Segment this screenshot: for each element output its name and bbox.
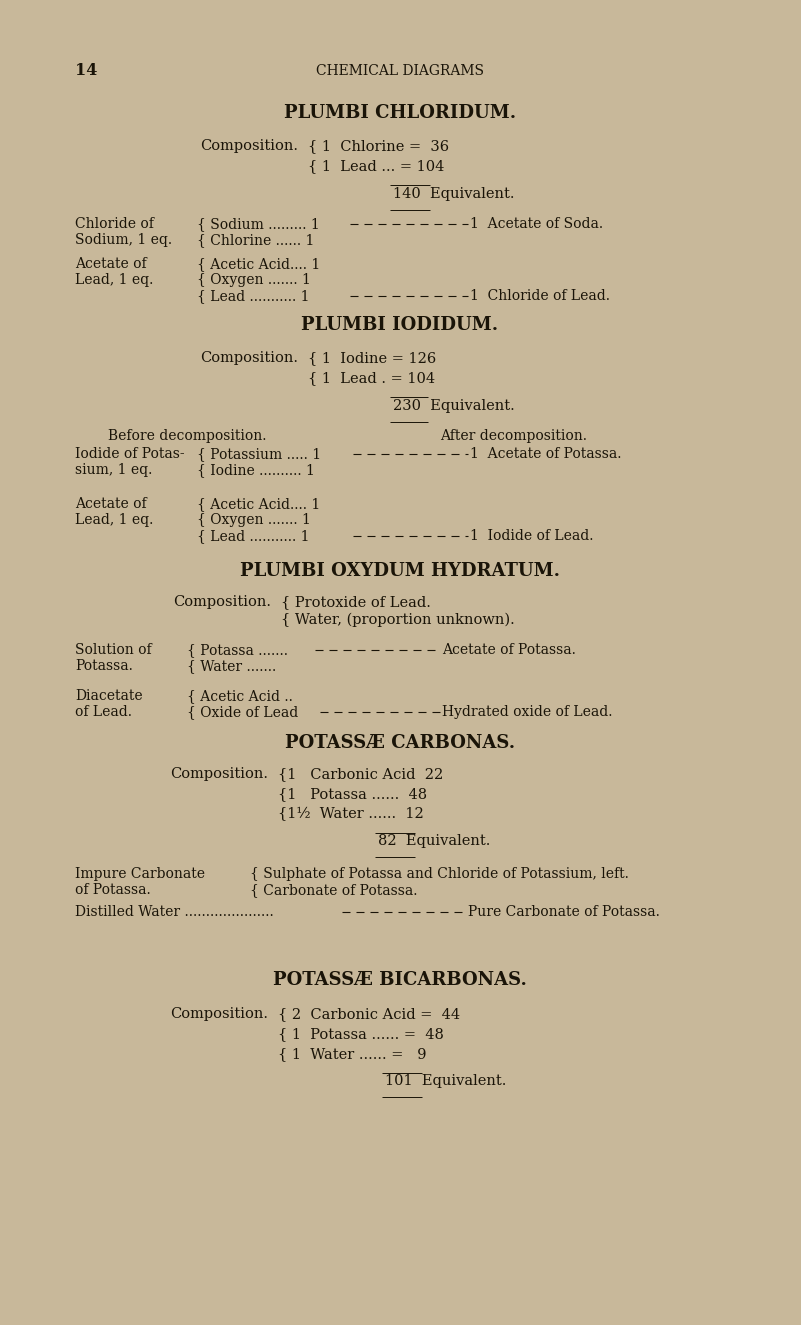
Text: {1   Potassa ......  48: {1 Potassa ...... 48	[278, 787, 427, 802]
Text: { 1  Chlorine =  36: { 1 Chlorine = 36	[308, 139, 449, 152]
Text: { Water, (proportion unknown).: { Water, (proportion unknown).	[281, 612, 515, 627]
Text: Acetate of: Acetate of	[75, 257, 147, 272]
Text: Composition.: Composition.	[170, 1007, 268, 1022]
Text: 1  Iodide of Lead.: 1 Iodide of Lead.	[470, 529, 594, 543]
Text: POTASSÆ BICARBONAS.: POTASSÆ BICARBONAS.	[273, 971, 527, 988]
Text: Potassa.: Potassa.	[75, 659, 133, 673]
Text: { 1  Lead ... = 104: { 1 Lead ... = 104	[308, 159, 445, 174]
Text: Composition.: Composition.	[170, 767, 268, 780]
Text: { Acetic Acid ..: { Acetic Acid ..	[187, 689, 293, 704]
Text: PLUMBI OXYDUM HYDRATUM.: PLUMBI OXYDUM HYDRATUM.	[240, 562, 560, 580]
Text: { Acetic Acid.... 1: { Acetic Acid.... 1	[197, 257, 320, 272]
Text: { Carbonate of Potassa.: { Carbonate of Potassa.	[250, 882, 417, 897]
Text: POTASSÆ CARBONAS.: POTASSÆ CARBONAS.	[285, 734, 515, 753]
Text: { 1  Potassa ...... =  48: { 1 Potassa ...... = 48	[278, 1027, 444, 1041]
Text: Iodide of Potas-: Iodide of Potas-	[75, 447, 184, 461]
Text: { Oxide of Lead: { Oxide of Lead	[187, 705, 298, 719]
Text: { 2  Carbonic Acid =  44: { 2 Carbonic Acid = 44	[278, 1007, 460, 1022]
Text: PLUMBI IODIDUM.: PLUMBI IODIDUM.	[301, 315, 498, 334]
Text: Chloride of: Chloride of	[75, 217, 154, 231]
Text: Composition.: Composition.	[200, 351, 298, 364]
Text: 82  Equivalent.: 82 Equivalent.	[378, 833, 490, 848]
Text: Acetate of: Acetate of	[75, 497, 147, 511]
Text: Lead, 1 eq.: Lead, 1 eq.	[75, 273, 153, 288]
Text: { Lead ........... 1: { Lead ........... 1	[197, 529, 309, 543]
Text: 14: 14	[75, 62, 98, 80]
Text: { 1  Water ...... =   9: { 1 Water ...... = 9	[278, 1047, 426, 1061]
Text: After decomposition.: After decomposition.	[440, 429, 587, 443]
Text: Sodium, 1 eq.: Sodium, 1 eq.	[75, 233, 172, 246]
Text: 1  Acetate of Soda.: 1 Acetate of Soda.	[470, 217, 603, 231]
Text: { Potassa .......: { Potassa .......	[187, 643, 288, 657]
Text: { Protoxide of Lead.: { Protoxide of Lead.	[281, 595, 431, 610]
Text: Composition.: Composition.	[173, 595, 271, 610]
Text: Solution of: Solution of	[75, 643, 151, 657]
Text: {1   Carbonic Acid  22: {1 Carbonic Acid 22	[278, 767, 443, 780]
Text: { Sodium ......... 1: { Sodium ......... 1	[197, 217, 320, 231]
Text: { Oxygen ....... 1: { Oxygen ....... 1	[197, 513, 311, 527]
Text: sium, 1 eq.: sium, 1 eq.	[75, 462, 152, 477]
Text: of Lead.: of Lead.	[75, 705, 132, 719]
Text: 1  Acetate of Potassa.: 1 Acetate of Potassa.	[470, 447, 622, 461]
Text: Before decomposition.: Before decomposition.	[108, 429, 267, 443]
Text: { Sulphate of Potassa and Chloride of Potassium, left.: { Sulphate of Potassa and Chloride of Po…	[250, 867, 629, 881]
Text: 230  Equivalent.: 230 Equivalent.	[393, 399, 515, 413]
Text: CHEMICAL DIAGRAMS: CHEMICAL DIAGRAMS	[316, 64, 484, 78]
Text: { 1  Iodine = 126: { 1 Iodine = 126	[308, 351, 437, 364]
Text: Diacetate: Diacetate	[75, 689, 143, 704]
Text: of Potassa.: of Potassa.	[75, 882, 151, 897]
Text: { Lead ........... 1: { Lead ........... 1	[197, 289, 309, 303]
Text: Lead, 1 eq.: Lead, 1 eq.	[75, 513, 153, 527]
Text: 1  Chloride of Lead.: 1 Chloride of Lead.	[470, 289, 610, 303]
Text: { 1  Lead . = 104: { 1 Lead . = 104	[308, 371, 435, 386]
Text: { Potassium ..... 1: { Potassium ..... 1	[197, 447, 321, 461]
Text: Hydrated oxide of Lead.: Hydrated oxide of Lead.	[442, 705, 613, 719]
Text: Distilled Water .....................: Distilled Water .....................	[75, 905, 274, 920]
Text: { Oxygen ....... 1: { Oxygen ....... 1	[197, 273, 311, 288]
Text: Pure Carbonate of Potassa.: Pure Carbonate of Potassa.	[468, 905, 660, 920]
Text: 140  Equivalent.: 140 Equivalent.	[393, 187, 514, 201]
Text: { Iodine .......... 1: { Iodine .......... 1	[197, 462, 315, 477]
Text: { Chlorine ...... 1: { Chlorine ...... 1	[197, 233, 314, 246]
Text: 101  Equivalent.: 101 Equivalent.	[385, 1075, 506, 1088]
Text: PLUMBI CHLORIDUM.: PLUMBI CHLORIDUM.	[284, 103, 516, 122]
Text: Acetate of Potassa.: Acetate of Potassa.	[442, 643, 576, 657]
Text: { Acetic Acid.... 1: { Acetic Acid.... 1	[197, 497, 320, 511]
Text: Composition.: Composition.	[200, 139, 298, 152]
Text: {1½  Water ......  12: {1½ Water ...... 12	[278, 807, 424, 822]
Text: Impure Carbonate: Impure Carbonate	[75, 867, 205, 881]
Text: { Water .......: { Water .......	[187, 659, 276, 673]
